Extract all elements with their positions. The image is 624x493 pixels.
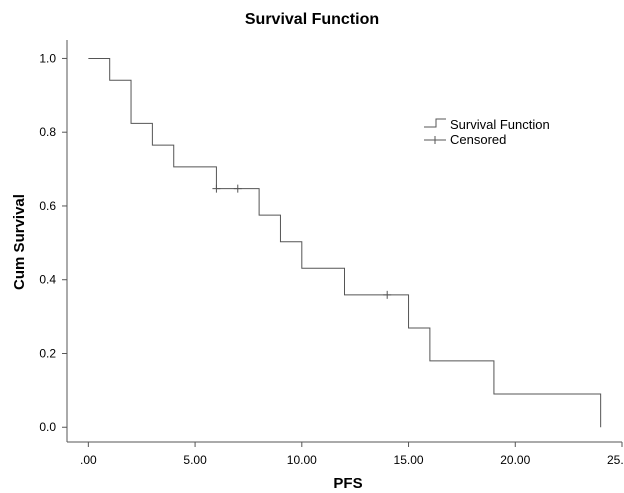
- x-tick-label: 15.00: [394, 453, 424, 467]
- y-tick-label: 0.8: [39, 125, 56, 139]
- chart-title: Survival Function: [245, 11, 379, 28]
- censored-marker: [233, 184, 242, 193]
- censored-marker: [212, 184, 221, 193]
- survival-step-line: [88, 57, 602, 428]
- axes: [66, 40, 622, 443]
- x-tick-label: 10.00: [287, 453, 317, 467]
- legend-swatch-step: [424, 118, 446, 128]
- y-tick-label: 0.6: [39, 199, 56, 213]
- legend-label: Survival Function: [450, 117, 550, 132]
- y-tick-label: 1.0: [39, 51, 56, 65]
- x-axis-label: PFS: [333, 475, 362, 492]
- legend-item-survival-function: Survival Function: [424, 117, 550, 132]
- y-axis-label: Cum Survival: [11, 194, 28, 290]
- y-tick-label: 0.0: [39, 420, 56, 434]
- y-tick-label: 0.4: [39, 273, 56, 287]
- ticks: 0.0 0.2 0.4 0.6 0.8 1.0 .00 5.00 10.00 15.00 20.00…: [39, 51, 624, 467]
- x-tick-label: .00: [80, 453, 97, 467]
- x-tick-label: 20.00: [500, 453, 530, 467]
- censored-marker: [383, 290, 392, 299]
- x-tick-label: 5.00: [183, 453, 207, 467]
- legend-label: Censored: [450, 132, 506, 147]
- x-tick-label: 25.00: [607, 453, 624, 467]
- legend-item-censored: Censored: [424, 132, 506, 147]
- plot-area: [88, 57, 602, 428]
- y-tick-label: 0.2: [39, 346, 56, 360]
